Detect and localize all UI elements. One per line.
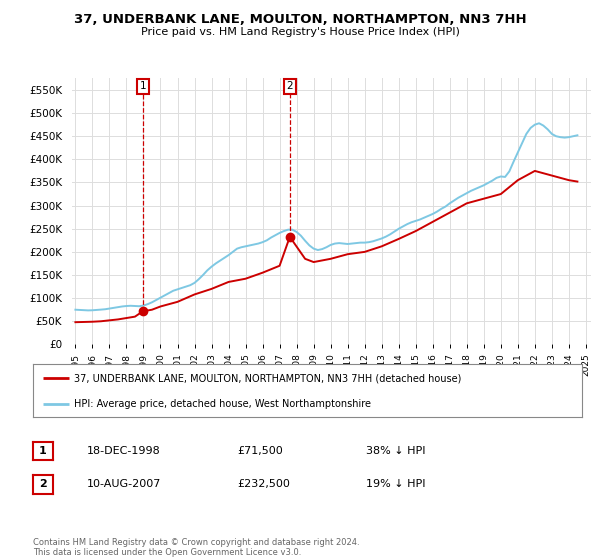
Text: 18-DEC-1998: 18-DEC-1998 bbox=[87, 446, 161, 456]
Text: 37, UNDERBANK LANE, MOULTON, NORTHAMPTON, NN3 7HH: 37, UNDERBANK LANE, MOULTON, NORTHAMPTON… bbox=[74, 13, 526, 26]
Text: 10-AUG-2007: 10-AUG-2007 bbox=[87, 479, 161, 489]
Text: 2: 2 bbox=[39, 479, 47, 489]
Text: 1: 1 bbox=[39, 446, 47, 456]
Text: 37, UNDERBANK LANE, MOULTON, NORTHAMPTON, NN3 7HH (detached house): 37, UNDERBANK LANE, MOULTON, NORTHAMPTON… bbox=[74, 374, 461, 384]
Text: HPI: Average price, detached house, West Northamptonshire: HPI: Average price, detached house, West… bbox=[74, 399, 371, 409]
Text: Price paid vs. HM Land Registry's House Price Index (HPI): Price paid vs. HM Land Registry's House … bbox=[140, 27, 460, 38]
Text: 1: 1 bbox=[139, 81, 146, 91]
Text: 19% ↓ HPI: 19% ↓ HPI bbox=[366, 479, 425, 489]
Text: 38% ↓ HPI: 38% ↓ HPI bbox=[366, 446, 425, 456]
Text: £232,500: £232,500 bbox=[237, 479, 290, 489]
Text: £71,500: £71,500 bbox=[237, 446, 283, 456]
Text: Contains HM Land Registry data © Crown copyright and database right 2024.
This d: Contains HM Land Registry data © Crown c… bbox=[33, 538, 359, 557]
Text: 2: 2 bbox=[286, 81, 293, 91]
